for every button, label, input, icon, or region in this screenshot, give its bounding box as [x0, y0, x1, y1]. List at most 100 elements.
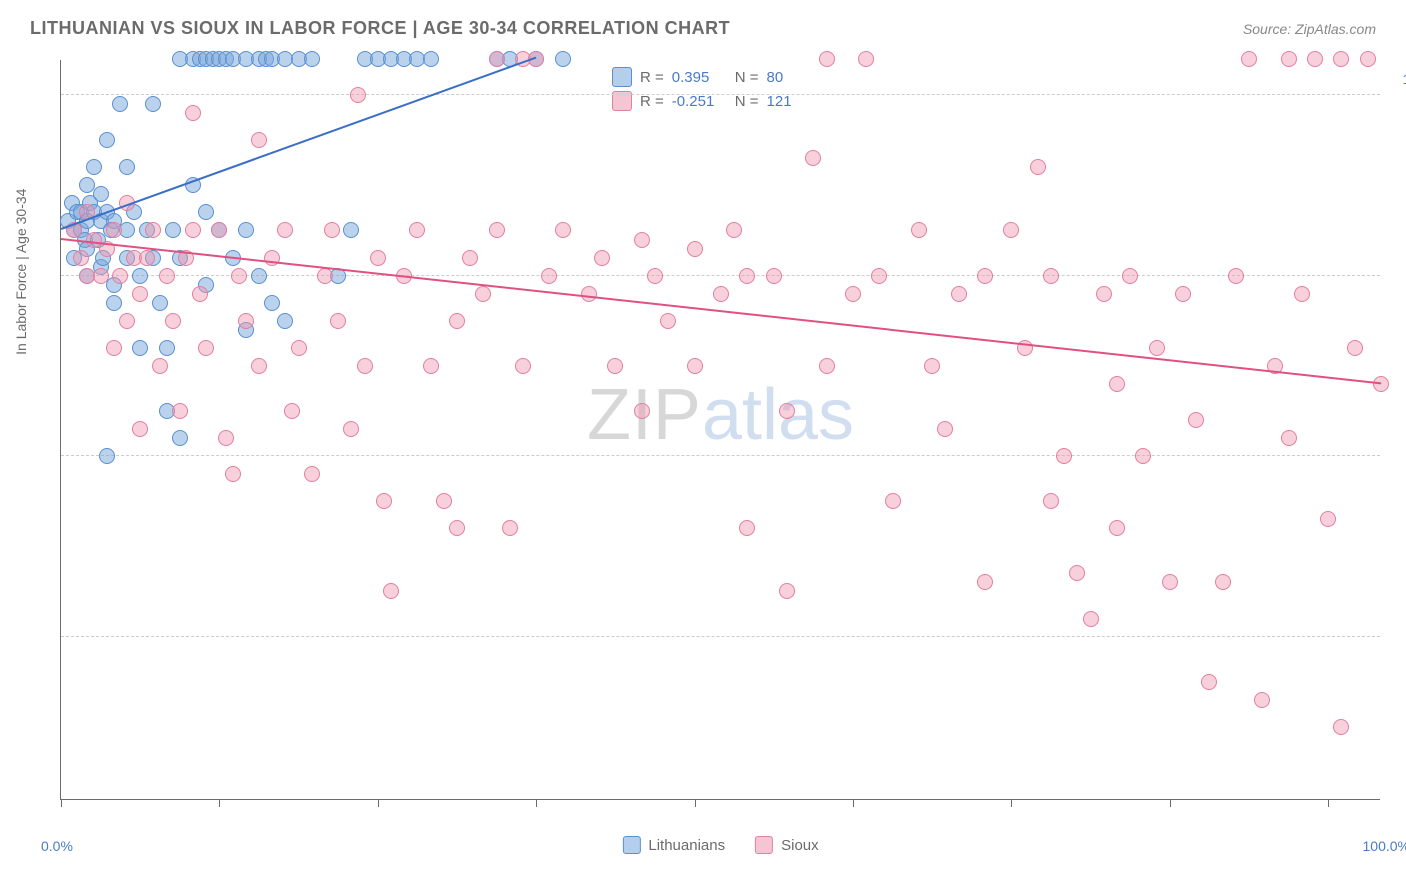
- y-tick-label: 80.0%: [1390, 252, 1406, 268]
- data-point: [607, 358, 623, 374]
- x-tick: [378, 799, 379, 807]
- data-point: [977, 268, 993, 284]
- data-point: [1347, 340, 1363, 356]
- stat-n-label: N =: [735, 69, 759, 86]
- data-point: [858, 51, 874, 67]
- data-point: [198, 340, 214, 356]
- data-point: [119, 313, 135, 329]
- watermark: ZIPatlas: [587, 374, 854, 456]
- data-point: [159, 340, 175, 356]
- data-point: [119, 159, 135, 175]
- data-point: [515, 358, 531, 374]
- gridline: [61, 94, 1380, 95]
- data-point: [112, 96, 128, 112]
- data-point: [819, 51, 835, 67]
- data-point: [350, 87, 366, 103]
- legend-swatch: [755, 836, 773, 854]
- data-point: [449, 313, 465, 329]
- gridline: [61, 455, 1380, 456]
- data-point: [93, 268, 109, 284]
- x-axis-min-label: 0.0%: [41, 838, 73, 854]
- data-point: [112, 268, 128, 284]
- data-point: [343, 421, 359, 437]
- x-tick: [853, 799, 854, 807]
- data-point: [1069, 565, 1085, 581]
- data-point: [1109, 520, 1125, 536]
- data-point: [726, 222, 742, 238]
- data-point: [1162, 574, 1178, 590]
- data-point: [541, 268, 557, 284]
- data-point: [330, 313, 346, 329]
- legend-row: R = 0.395 N = 80: [612, 65, 822, 89]
- stat-n-value: 80: [767, 69, 822, 86]
- chart-plot-area: In Labor Force | Age 30-34 ZIPatlas R =0…: [60, 60, 1380, 800]
- data-point: [132, 268, 148, 284]
- legend-label: Sioux: [781, 837, 819, 854]
- data-point: [713, 286, 729, 302]
- data-point: [106, 340, 122, 356]
- data-point: [277, 313, 293, 329]
- data-point: [251, 132, 267, 148]
- data-point: [1083, 611, 1099, 627]
- data-point: [145, 222, 161, 238]
- legend-swatch: [612, 67, 632, 87]
- data-point: [1333, 51, 1349, 67]
- y-axis-title: In Labor Force | Age 30-34: [13, 188, 29, 354]
- data-point: [1149, 340, 1165, 356]
- data-point: [436, 493, 452, 509]
- data-point: [660, 313, 676, 329]
- data-point: [687, 241, 703, 257]
- stat-r-label: R =: [640, 69, 664, 86]
- data-point: [185, 222, 201, 238]
- data-point: [284, 403, 300, 419]
- series-legend: Lithuanians Sioux: [622, 836, 818, 854]
- y-tick-label: 40.0%: [1390, 613, 1406, 629]
- data-point: [376, 493, 392, 509]
- data-point: [165, 313, 181, 329]
- data-point: [819, 358, 835, 374]
- data-point: [871, 268, 887, 284]
- data-point: [185, 105, 201, 121]
- data-point: [1215, 574, 1231, 590]
- data-point: [291, 340, 307, 356]
- data-point: [845, 286, 861, 302]
- data-point: [1228, 268, 1244, 284]
- gridline: [61, 636, 1380, 637]
- data-point: [238, 222, 254, 238]
- data-point: [805, 150, 821, 166]
- data-point: [1175, 286, 1191, 302]
- legend-row: R =-0.251N =121: [612, 89, 822, 113]
- data-point: [264, 295, 280, 311]
- data-point: [231, 268, 247, 284]
- data-point: [1254, 692, 1270, 708]
- data-point: [1281, 51, 1297, 67]
- trend-line: [61, 57, 537, 230]
- data-point: [192, 286, 208, 302]
- data-point: [634, 232, 650, 248]
- data-point: [1360, 51, 1376, 67]
- data-point: [165, 222, 181, 238]
- chart-title: LITHUANIAN VS SIOUX IN LABOR FORCE | AGE…: [30, 18, 730, 39]
- data-point: [1281, 430, 1297, 446]
- data-point: [687, 358, 703, 374]
- stat-r-value: 0.395: [672, 69, 727, 86]
- data-point: [555, 222, 571, 238]
- data-point: [739, 520, 755, 536]
- data-point: [581, 286, 597, 302]
- data-point: [370, 250, 386, 266]
- data-point: [132, 421, 148, 437]
- x-tick: [1011, 799, 1012, 807]
- data-point: [1096, 286, 1112, 302]
- data-point: [423, 358, 439, 374]
- x-tick: [1170, 799, 1171, 807]
- data-point: [766, 268, 782, 284]
- data-point: [211, 222, 227, 238]
- data-point: [489, 51, 505, 67]
- data-point: [779, 403, 795, 419]
- data-point: [489, 222, 505, 238]
- data-point: [1201, 674, 1217, 690]
- data-point: [739, 268, 755, 284]
- data-point: [1043, 493, 1059, 509]
- data-point: [238, 313, 254, 329]
- legend-item: Lithuanians: [622, 836, 725, 854]
